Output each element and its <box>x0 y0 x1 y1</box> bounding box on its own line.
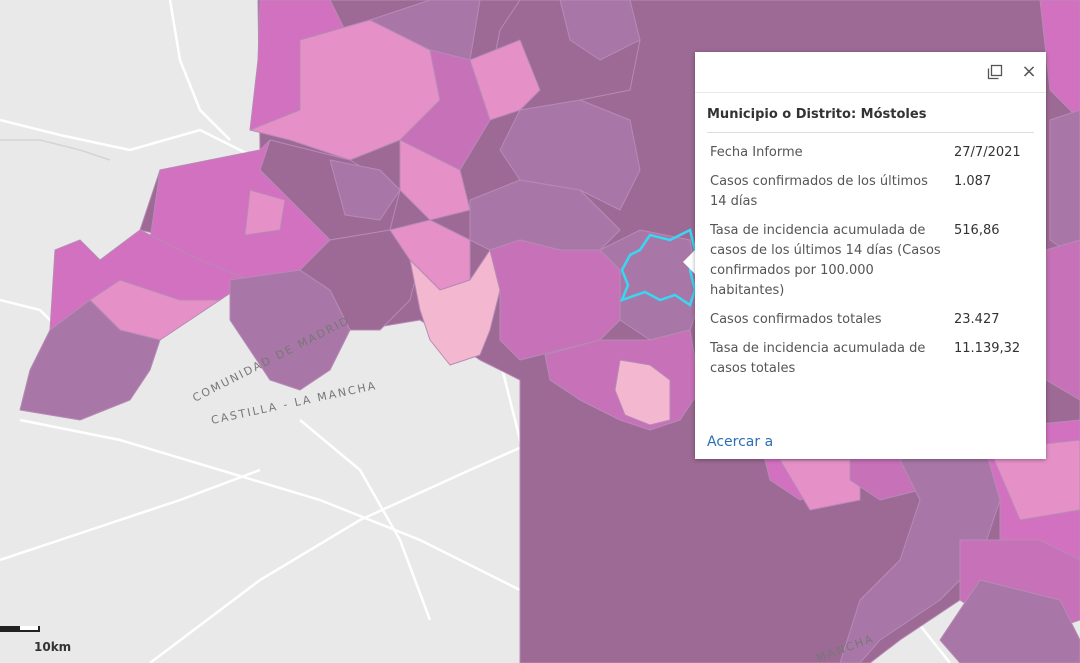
attribute-value: 27/7/2021 <box>954 145 1021 160</box>
popup-pointer <box>683 250 695 274</box>
table-row: Casos confirmados totales 23.427 <box>707 310 1034 339</box>
popup-body: Municipio o Distrito: Móstoles Fecha Inf… <box>695 93 1046 388</box>
popup-title: Municipio o Distrito: Móstoles <box>707 107 1034 133</box>
zoom-to-link[interactable]: Acercar a <box>707 434 774 450</box>
popup-header: × <box>695 52 1046 93</box>
selected-municipality-outline[interactable] <box>619 228 697 307</box>
attribute-value: 1.087 <box>954 174 992 189</box>
scale-label: 10km <box>34 640 72 654</box>
info-popup: × Municipio o Distrito: Móstoles Fecha I… <box>695 52 1046 459</box>
scale-bar: 10km <box>0 626 71 654</box>
table-row: Casos confirmados de los últimos 14 días… <box>707 172 1034 221</box>
attribute-label: Tasa de incidencia acumulada de casos de… <box>710 223 941 298</box>
dock-window-icon[interactable] <box>985 62 1005 82</box>
attribute-value: 23.427 <box>954 312 1000 327</box>
attribute-table: Fecha Informe 27/7/2021 Casos confirmado… <box>707 143 1034 388</box>
attribute-label: Tasa de incidencia acumulada de casos to… <box>710 341 926 376</box>
close-icon[interactable]: × <box>1021 61 1037 82</box>
attribute-value: 11.139,32 <box>954 341 1021 356</box>
scale-bar-graphic <box>0 626 40 632</box>
attribute-label: Casos confirmados totales <box>710 312 882 327</box>
attribute-value: 516,86 <box>954 223 1000 238</box>
attribute-label: Casos confirmados de los últimos 14 días <box>710 174 928 209</box>
table-row: Tasa de incidencia acumulada de casos to… <box>707 339 1034 388</box>
table-row: Tasa de incidencia acumulada de casos de… <box>707 221 1034 310</box>
attribute-label: Fecha Informe <box>710 145 803 160</box>
table-row: Fecha Informe 27/7/2021 <box>707 143 1034 172</box>
